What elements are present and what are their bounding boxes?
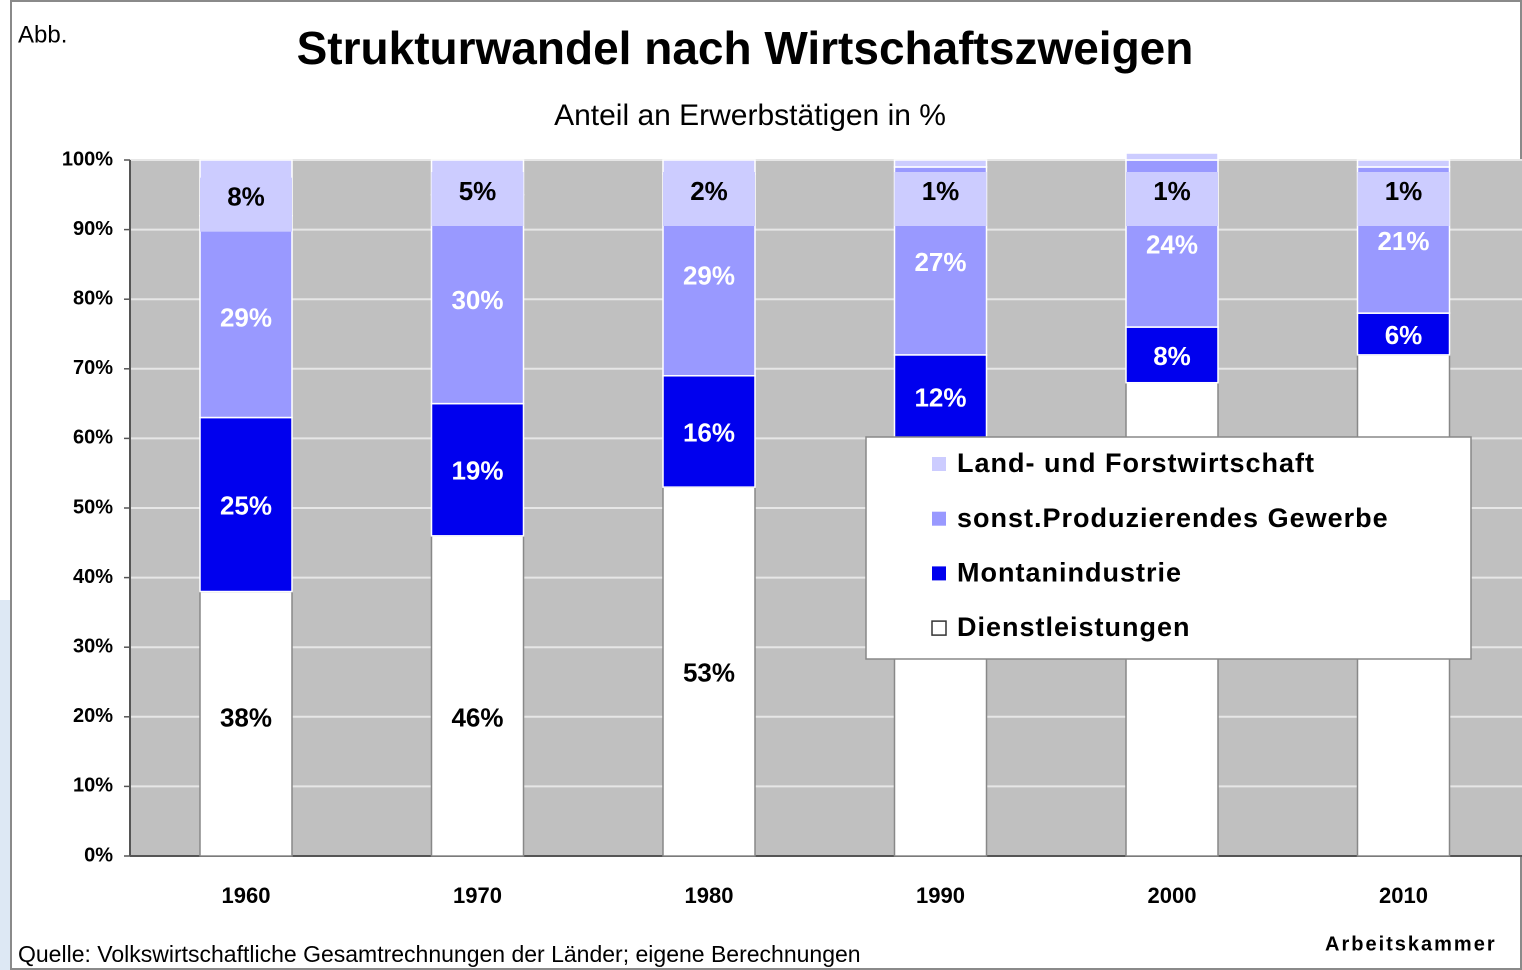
bar-segment [662, 486, 756, 857]
bar-segment [662, 375, 756, 488]
data-label: 24% [1146, 229, 1198, 259]
legend-swatch [931, 620, 947, 636]
data-label: 19% [451, 456, 503, 486]
data-label: 16% [683, 417, 735, 447]
bar-segment [1356, 312, 1451, 356]
bar-segment [430, 535, 525, 857]
legend-label: Land- und Forstwirtschaft [957, 448, 1315, 478]
data-label: 29% [220, 302, 272, 332]
y-tick-label: 100% [62, 148, 113, 170]
data-label: 6% [1385, 320, 1423, 350]
bar-segment [893, 159, 988, 168]
note: Abb. [18, 21, 67, 48]
bar-segment [430, 402, 525, 537]
data-label: 53% [683, 657, 735, 687]
data-label: 38% [220, 703, 272, 733]
label-box [1126, 172, 1218, 226]
y-tick-label: 30% [73, 635, 113, 657]
side-shade [0, 600, 12, 970]
y-tick-label: 70% [73, 357, 113, 379]
legend-box [865, 436, 1472, 660]
data-label: 27% [914, 247, 966, 277]
bar-segment [662, 159, 756, 175]
x-tick-label: 2010 [1379, 883, 1428, 908]
data-label: 5% [459, 176, 497, 206]
legend-swatch [932, 511, 946, 526]
legend-label: Montanindustrie [957, 558, 1182, 588]
legend-label: Dienstleistungen [957, 612, 1191, 642]
x-tick-label: 1970 [453, 883, 502, 908]
x-tick-label: 1960 [222, 883, 271, 908]
data-label: 21% [1377, 226, 1429, 256]
data-label: 1% [922, 176, 960, 206]
y-tick-label: 60% [73, 427, 113, 449]
data-label: 29% [683, 261, 735, 291]
data-label: 8% [227, 182, 265, 212]
y-tick-label: 80% [73, 287, 113, 309]
bar-segment [1356, 159, 1451, 168]
chart-title: Strukturwandel nach Wirtschaftszweigen [297, 22, 1194, 74]
label-box [894, 172, 987, 226]
label-box [431, 172, 524, 226]
bar-segment [893, 354, 988, 440]
y-tick-label: 0% [84, 844, 113, 866]
data-label: 1% [1153, 176, 1191, 206]
data-label: 8% [1153, 341, 1191, 371]
x-tick-label: 2000 [1148, 883, 1197, 908]
data-label: 25% [220, 490, 272, 520]
label-box [663, 172, 755, 226]
bar-segment [199, 416, 293, 593]
bar-segment [1125, 152, 1219, 161]
legend-swatch [932, 566, 946, 581]
data-label: 2% [690, 176, 728, 206]
data-label: 46% [451, 703, 503, 733]
y-tick-label: 40% [73, 566, 113, 588]
data-label: 12% [914, 383, 966, 413]
bar-segment [1125, 326, 1219, 384]
data-label: 30% [451, 285, 503, 315]
source: Quelle: Volkswirtschaftliche Gesamtrechn… [18, 941, 861, 967]
y-tick-label: 90% [73, 218, 113, 240]
x-tick-label: 1990 [916, 883, 965, 908]
bar-segment [199, 590, 293, 857]
bar-segment [430, 194, 525, 405]
chart-subtitle: Anteil an Erwerbstätigen in % [554, 99, 946, 132]
legend-label: sonst.Produzierendes Gewerbe [957, 503, 1389, 533]
y-tick-label: 50% [73, 496, 113, 518]
y-tick-label: 10% [73, 775, 113, 797]
brand: Arbeitskammer [1325, 933, 1497, 955]
data-label: 1% [1385, 176, 1423, 206]
bar-segment [199, 214, 293, 419]
label-box [1357, 172, 1450, 226]
x-tick-label: 1980 [685, 883, 734, 908]
y-tick-label: 20% [73, 705, 113, 727]
legend-swatch [932, 457, 946, 471]
label-box [200, 177, 292, 232]
